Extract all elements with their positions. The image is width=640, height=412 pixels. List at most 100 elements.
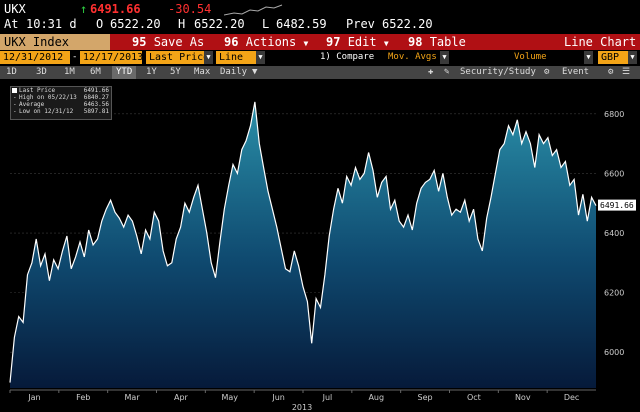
edit-menu[interactable]: 97 Edit ▼ xyxy=(326,34,389,50)
volume-select[interactable]: Volume xyxy=(514,52,547,62)
period-max[interactable]: Max xyxy=(194,67,211,77)
period-6m[interactable]: 6M xyxy=(90,67,101,77)
y-axis: 6000 6200 6400 6600 6800 xyxy=(604,110,624,357)
chart-legend: Last Price 6491.66 - High on 05/22/13 68… xyxy=(10,86,112,120)
period-1y[interactable]: 1Y xyxy=(146,67,157,77)
period-ytd[interactable]: YTD xyxy=(112,66,137,79)
table-menu[interactable]: 98 Table xyxy=(408,34,466,50)
event-button[interactable]: Event xyxy=(562,67,590,77)
low-value: 6482.59 xyxy=(276,17,327,31)
price-area xyxy=(10,101,596,389)
x-tick-label: Apr xyxy=(174,393,189,402)
price-field-select[interactable]: Last Price xyxy=(146,51,204,64)
dash-icon: - xyxy=(13,101,17,108)
options-icon[interactable]: ☰ xyxy=(622,67,631,77)
x-tick-label: Mar xyxy=(125,393,141,402)
last-price-tag-text: 6491.66 xyxy=(600,201,634,210)
prev-label: Prev xyxy=(346,17,375,31)
y-tick-label: 6200 xyxy=(604,289,624,298)
high-label: H xyxy=(178,17,186,31)
last-price: 6491.66 xyxy=(90,2,141,16)
period-5y[interactable]: 5Y xyxy=(170,67,181,77)
legend-value: 6463.56 xyxy=(83,101,109,108)
actions-menu[interactable]: 96 Actions ▼ xyxy=(224,34,308,50)
chevron-down-icon[interactable]: ▼ xyxy=(256,51,265,64)
price-change: -30.54 xyxy=(168,2,212,16)
x-tick-label: Sep xyxy=(418,393,433,402)
legend-swatch-icon xyxy=(12,88,17,93)
legend-value: 5897.81 xyxy=(83,108,109,115)
y-tick-label: 6800 xyxy=(604,110,624,119)
period-3d[interactable]: 3D xyxy=(36,67,47,77)
ticker-symbol: UKX xyxy=(4,2,26,16)
chevron-down-icon[interactable]: ▼ xyxy=(252,67,258,77)
y-tick-label: 6000 xyxy=(604,348,624,357)
legend-label: Last Price xyxy=(19,87,56,94)
menu-bar: UKX Index 95 Save As 96 Actions ▼ 97 Edi… xyxy=(0,34,640,50)
x-tick-label: Nov xyxy=(515,393,531,402)
table-label: Table xyxy=(429,35,466,49)
up-arrow-icon: ↑ xyxy=(80,2,88,16)
chevron-down-icon[interactable]: ▼ xyxy=(204,51,213,64)
table-number: 98 xyxy=(408,35,423,49)
actions-number: 96 xyxy=(224,35,239,49)
low-label: L xyxy=(262,17,270,31)
legend-low: - Low on 12/31/12 5897.81 xyxy=(11,108,111,115)
save-as-number: 95 xyxy=(132,35,147,49)
legend-value: 6840.27 xyxy=(83,94,109,101)
end-date-field[interactable]: 12/17/2013 xyxy=(80,51,142,64)
chevron-down-icon[interactable]: ▼ xyxy=(628,51,637,64)
quote-time: 10:31 d xyxy=(26,17,77,31)
save-as-menu[interactable]: 95 Save As xyxy=(132,34,204,50)
settings-icon[interactable]: ⚙ xyxy=(608,67,614,77)
sparkline-icon xyxy=(224,4,283,16)
x-axis-year-label: 2013 xyxy=(292,403,312,412)
price-line xyxy=(9,101,597,383)
legend-high: - High on 05/22/13 6840.27 xyxy=(11,94,111,101)
frequency-select[interactable]: Daily xyxy=(220,67,248,77)
start-date-field[interactable]: 12/31/2012 xyxy=(0,51,70,64)
high-value: 6522.20 xyxy=(194,17,245,31)
edit-number: 97 xyxy=(326,35,341,49)
compare-button[interactable]: 1) Compare xyxy=(320,52,375,62)
x-tick-label: Jan xyxy=(27,393,40,402)
period-1d[interactable]: 1D xyxy=(6,67,17,77)
legend-last-price: Last Price 6491.66 xyxy=(11,87,111,94)
x-tick-label: Aug xyxy=(368,393,384,402)
legend-label: High on 05/22/13 xyxy=(19,94,77,101)
quote-header-row-1: UKX ↑ 6491.66 -30.54 xyxy=(0,2,640,18)
x-tick-label: Dec xyxy=(564,393,579,402)
style-select[interactable]: Line xyxy=(216,51,256,64)
chart-controls: 12/31/2012 - 12/17/2013 Last Price ▼ Lin… xyxy=(0,51,640,65)
y-tick-label: 6400 xyxy=(604,229,624,238)
crosshair-icon[interactable]: ✚ xyxy=(428,67,434,77)
security-field[interactable]: UKX Index xyxy=(0,34,110,50)
x-tick-label: May xyxy=(221,393,238,402)
dash-icon: - xyxy=(13,94,17,101)
annotate-icon[interactable]: ✎ xyxy=(444,67,450,77)
date-separator: - xyxy=(72,52,78,62)
mov-avgs-select[interactable]: Mov. Avgs xyxy=(388,52,437,62)
x-tick-label: Jun xyxy=(271,393,285,402)
x-tick-label: Jul xyxy=(322,393,333,402)
period-1m[interactable]: 1M xyxy=(64,67,75,77)
price-chart[interactable]: 6000 6200 6400 6600 6800 Jan Feb Mar Apr May Jun J… xyxy=(0,80,640,412)
event-icon[interactable]: ⚙ xyxy=(544,67,550,77)
legend-average: - Average 6463.56 xyxy=(11,101,111,108)
actions-label: Actions xyxy=(245,35,297,49)
currency-select[interactable]: GBP xyxy=(598,51,628,64)
quote-header-row-2: At 10:31 d O 6522.20 H 6522.20 L 6482.59… xyxy=(0,17,640,33)
period-toolbar: 1D 3D 1M 6M YTD 1Y 5Y Max Daily ▼ ✚ ✎ Se… xyxy=(0,66,640,79)
chevron-down-icon: ▼ xyxy=(383,39,389,48)
open-value: 6522.20 xyxy=(110,17,161,31)
legend-label: Average xyxy=(19,101,45,108)
x-tick-label: Feb xyxy=(76,393,90,402)
chart-type-label: Line Chart xyxy=(564,35,637,49)
chevron-down-icon[interactable]: ▼ xyxy=(584,51,593,64)
y-tick-label: 6600 xyxy=(604,169,624,178)
chevron-down-icon[interactable]: ▼ xyxy=(440,51,449,64)
legend-value: 6491.66 xyxy=(83,87,109,94)
chevron-down-icon: ▼ xyxy=(303,39,309,48)
security-study-button[interactable]: Security/Study xyxy=(460,67,536,77)
dash-icon: - xyxy=(13,108,17,115)
